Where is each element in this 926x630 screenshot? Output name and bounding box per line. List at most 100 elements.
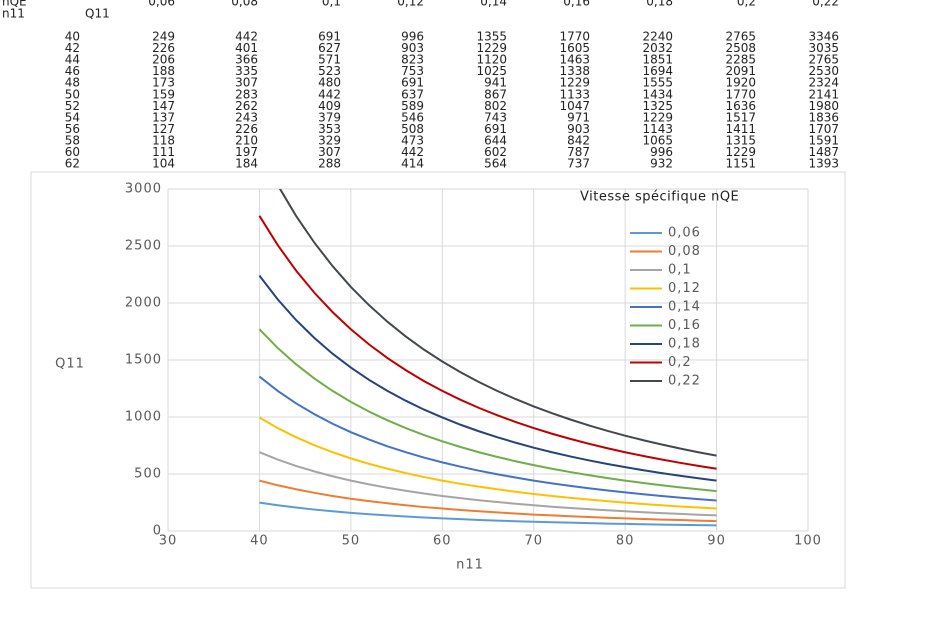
series-line	[259, 479, 717, 523]
table-cell: 243	[235, 110, 258, 124]
table-cell: 589	[401, 99, 424, 113]
series-line	[278, 189, 717, 457]
table-cell: 210	[235, 133, 258, 147]
table-cell: 442	[401, 145, 424, 159]
x-tick-label: 100	[794, 534, 822, 549]
table-cell: 1980	[808, 99, 839, 113]
table-cell: 644	[484, 133, 507, 147]
table-cell: 1920	[725, 76, 756, 90]
table-cell: 62	[65, 157, 80, 171]
table-cell: 1605	[559, 41, 590, 55]
table-cell: 3035	[808, 41, 839, 55]
table-cell: 249	[152, 30, 175, 44]
legend-label: 0,08	[668, 244, 701, 259]
legend-label: 0,14	[668, 300, 701, 315]
table-cell: 48	[65, 76, 80, 90]
y-tick-label: 0	[153, 524, 162, 539]
row-label: n11	[2, 7, 25, 21]
table-cell: 283	[235, 87, 258, 101]
table-cell: 2240	[642, 30, 673, 44]
table-cell: 1770	[559, 30, 590, 44]
table-cell: 1047	[559, 99, 590, 113]
table-cell: 1025	[476, 64, 507, 78]
table-corner: nQE	[2, 0, 27, 9]
table-cell: 2324	[808, 76, 839, 90]
x-tick-label: 80	[616, 534, 635, 549]
table-cell: 188	[152, 64, 175, 78]
legend-label: 0,16	[668, 318, 701, 333]
table-cell: 602	[484, 145, 507, 159]
table-cell: 366	[235, 53, 258, 67]
series-line	[258, 275, 717, 482]
table-cell: 1770	[725, 87, 756, 101]
y-axis-label: Q11	[55, 357, 85, 372]
table-cell: 637	[401, 87, 424, 101]
table-cell: 842	[567, 133, 590, 147]
table-cell: 442	[235, 30, 258, 44]
table-cell: 329	[318, 133, 341, 147]
table-cell: 867	[484, 87, 507, 101]
table-cell: 691	[318, 30, 341, 44]
y-tick-label: 1000	[125, 410, 162, 425]
series-line	[259, 451, 717, 517]
table-cell: 903	[401, 41, 424, 55]
table-cell: 2765	[725, 30, 756, 44]
table-cell: 379	[318, 110, 341, 124]
legend-label: 0,1	[668, 263, 692, 278]
table-cell: 409	[318, 99, 341, 113]
table-cell: 226	[152, 41, 175, 55]
table-cell: 1325	[642, 99, 673, 113]
series-line	[259, 501, 717, 527]
table-cell: 787	[567, 145, 590, 159]
table-cell: 802	[484, 99, 507, 113]
y-tick-label: 2500	[125, 239, 162, 254]
table-cell: 627	[318, 41, 341, 55]
table-header: 0,22	[812, 0, 839, 9]
series-line	[258, 215, 717, 470]
table-cell: 2285	[725, 53, 756, 67]
table-cell: 1355	[476, 30, 507, 44]
plot	[258, 189, 717, 527]
table-cell: 1591	[808, 133, 839, 147]
table-cell: 58	[65, 133, 80, 147]
table-cell: 1434	[642, 87, 673, 101]
table-cell: 40	[65, 30, 80, 44]
legend-label: 0,12	[668, 281, 701, 296]
table-cell: 335	[235, 64, 258, 78]
table-cell: 941	[484, 76, 507, 90]
x-tick-label: 70	[524, 534, 543, 549]
table-cell: 823	[401, 53, 424, 67]
legend-label: 0,2	[668, 355, 692, 370]
table-cell: 206	[152, 53, 175, 67]
table-cell: 442	[318, 87, 341, 101]
table-cell: 743	[484, 110, 507, 124]
table-cell: 173	[152, 76, 175, 90]
series-line	[258, 416, 717, 510]
table-cell: 2508	[725, 41, 756, 55]
table-cell: 571	[318, 53, 341, 67]
table-cell: 127	[152, 122, 175, 136]
table-cell: 1487	[808, 145, 839, 159]
table-cell: 50	[65, 87, 80, 101]
table-cell: 2141	[808, 87, 839, 101]
table-cell: 564	[484, 157, 507, 171]
x-tick-label: 90	[707, 534, 726, 549]
x-axis-label: n11	[456, 558, 484, 573]
table-cell: 753	[401, 64, 424, 78]
col-label: Q11	[85, 7, 110, 21]
table-cell: 996	[401, 30, 424, 44]
table-cell: 1707	[808, 122, 839, 136]
table-cell: 1120	[476, 53, 507, 67]
table-cell: 226	[235, 122, 258, 136]
table-cell: 1517	[725, 110, 756, 124]
table-cell: 307	[318, 145, 341, 159]
x-tick-label: 60	[433, 534, 452, 549]
table-cell: 932	[650, 157, 673, 171]
table-cell: 1851	[642, 53, 673, 67]
table-cell: 1229	[559, 76, 590, 90]
table-cell: 2091	[725, 64, 756, 78]
table-cell: 307	[235, 76, 258, 90]
table-header: 0,18	[646, 0, 673, 9]
table-cell: 1694	[642, 64, 673, 78]
table-cell: 414	[401, 157, 424, 171]
